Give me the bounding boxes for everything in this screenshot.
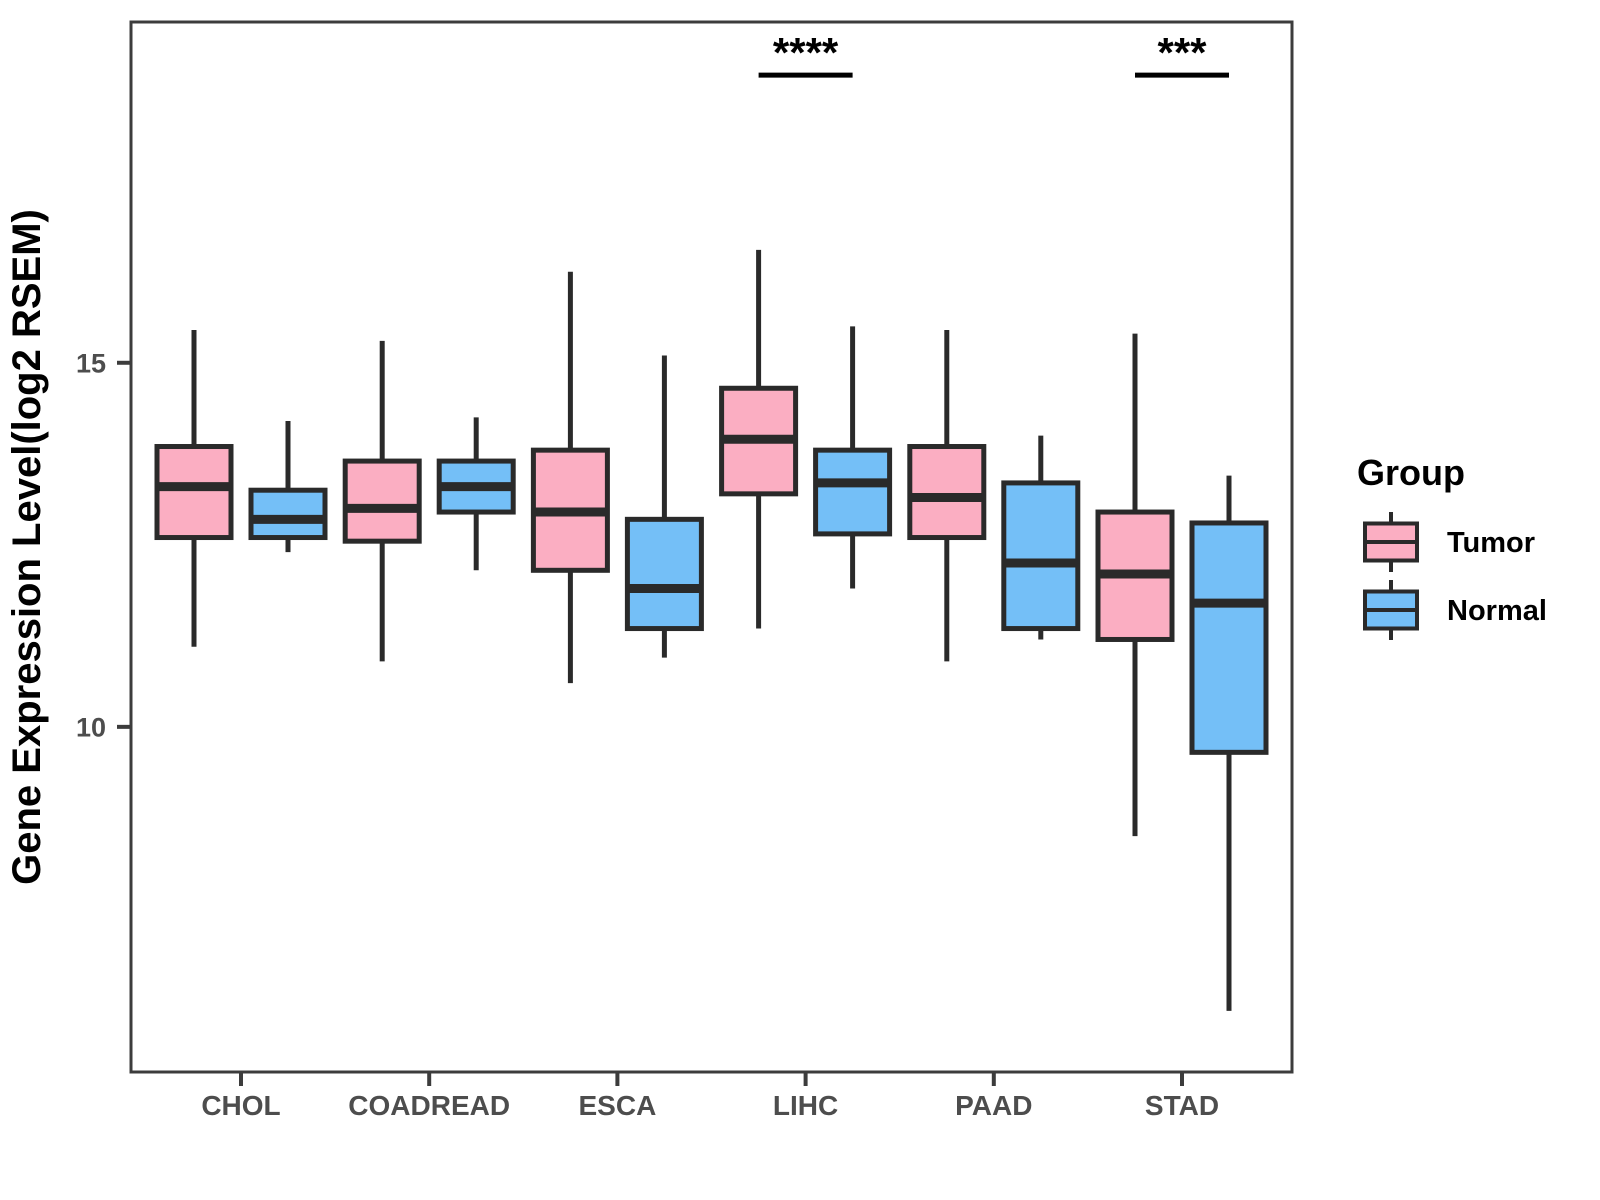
panel-border: [129, 20, 1294, 1074]
box-tumor-coadread: [342, 458, 422, 544]
box-normal-paad: [1001, 480, 1081, 632]
y-tick-label-15: 15: [76, 348, 106, 378]
box-normal-chol: [248, 487, 328, 541]
boxplot-normal-chol: [248, 421, 328, 553]
boxplot-series: [154, 249, 1269, 1011]
box-tumor-chol: [154, 444, 234, 541]
boxplot-tumor-coadread: [342, 340, 422, 662]
x-tick-label-chol: CHOL: [201, 1090, 280, 1121]
legend-label-normal: Normal: [1447, 595, 1547, 627]
legend-item-tumor: Tumor: [1363, 512, 1535, 572]
boxplot-tumor-lihc: [719, 249, 799, 629]
significance-annotations: **** ***: [758, 29, 1229, 78]
significance-label-lihc: ****: [773, 29, 839, 76]
legend-title: Group: [1357, 452, 1465, 493]
legend-item-normal: Normal: [1363, 580, 1547, 640]
box-normal-lihc: [813, 447, 893, 537]
boxplot-tumor-stad: [1095, 333, 1175, 837]
boxplot-normal-paad: [1001, 435, 1081, 640]
boxplot-tumor-esca: [530, 271, 610, 684]
y-axis-title: Gene Expression Level(log2 RSEM): [5, 209, 49, 885]
x-tick-label-coadread: COADREAD: [348, 1090, 510, 1121]
boxplot-normal-stad: [1189, 475, 1269, 1011]
y-tick-label-10: 10: [76, 712, 106, 742]
box-tumor-paad: [907, 444, 987, 541]
legend: Group Tumor Normal: [1357, 452, 1547, 640]
x-tick-label-stad: STAD: [1145, 1090, 1219, 1121]
significance-label-stad: ***: [1157, 29, 1207, 76]
plot-panel: [129, 20, 1294, 1074]
boxplot-tumor-paad: [907, 330, 987, 662]
axes: 10 15 CHOL COADREAD ESCA LIHC PAAD STAD: [76, 348, 1219, 1121]
boxplot-normal-coadread: [436, 417, 516, 571]
box-normal-stad: [1189, 520, 1269, 755]
box-normal-esca: [624, 516, 704, 632]
boxplot-tumor-chol: [154, 330, 234, 647]
x-tick-label-paad: PAAD: [955, 1090, 1032, 1121]
x-tick-label-lihc: LIHC: [773, 1090, 838, 1121]
legend-label-tumor: Tumor: [1447, 527, 1535, 559]
boxplot-normal-lihc: [813, 326, 893, 589]
x-tick-label-esca: ESCA: [579, 1090, 657, 1121]
boxplot-normal-esca: [624, 355, 704, 658]
